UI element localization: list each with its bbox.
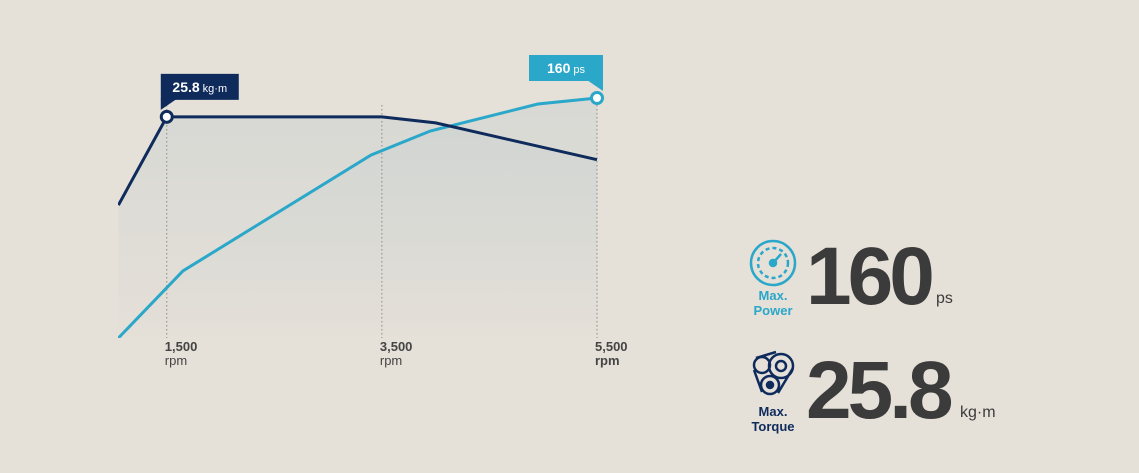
x-tick-label: 1,500 xyxy=(165,339,198,354)
callout-text: 160 ps xyxy=(547,60,585,76)
callout-tail xyxy=(587,80,603,91)
stat-value: 25.8 xyxy=(806,345,952,436)
marker xyxy=(159,109,174,124)
x-unit-label: rpm xyxy=(595,353,620,368)
area xyxy=(118,116,597,338)
stat-label: Torque xyxy=(751,419,794,434)
callout-tail xyxy=(160,98,177,110)
line xyxy=(118,115,598,206)
stat-unit: ps xyxy=(936,290,953,307)
stat-unit: kg·m xyxy=(960,404,996,421)
torque-icon xyxy=(752,350,795,396)
x-tick-label: 3,500 xyxy=(380,339,413,354)
callout-value: 160 xyxy=(547,60,571,76)
callout-value: 25.8 xyxy=(172,79,199,95)
callout-unit: ps xyxy=(573,64,585,76)
callout-box xyxy=(529,55,603,81)
x-unit-label: rpm xyxy=(165,353,187,368)
x-tick-label: 5,500 xyxy=(595,339,628,354)
callout-text: 25.8 kg·m xyxy=(172,79,227,95)
callout-box xyxy=(160,73,239,100)
stat-label: Max. xyxy=(759,288,788,303)
marker xyxy=(590,91,604,105)
line xyxy=(118,96,598,338)
stat-label: Max. xyxy=(759,404,788,419)
callout-unit: kg·m xyxy=(203,83,227,95)
power-icon xyxy=(749,239,797,287)
stat-value: 160 xyxy=(806,231,932,322)
x-unit-label: rpm xyxy=(380,353,402,368)
stat-label: Power xyxy=(753,303,792,318)
